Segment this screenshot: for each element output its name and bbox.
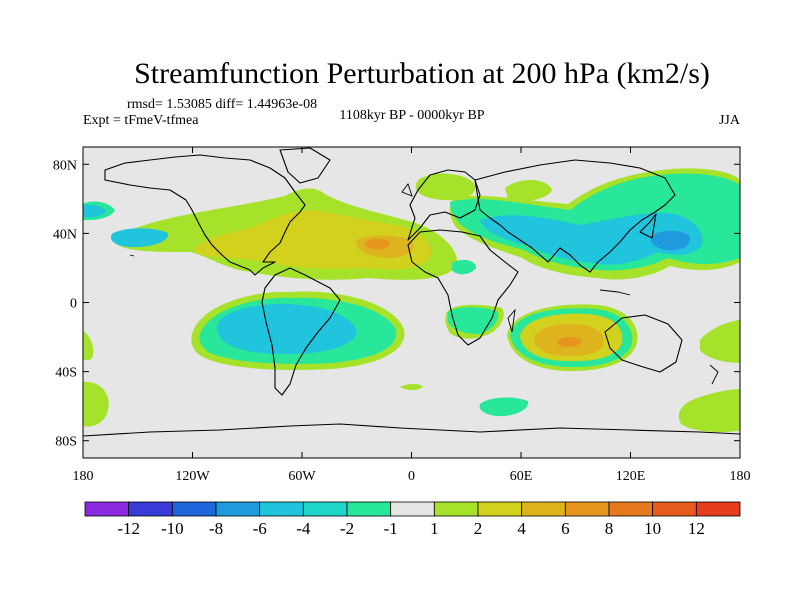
coastline-japan <box>639 213 657 239</box>
colorbar-swatch <box>259 501 304 517</box>
coastlines <box>83 147 740 437</box>
colorbar-swatch <box>128 501 173 517</box>
small-islands <box>129 183 719 385</box>
north-atlantic-green <box>452 259 476 275</box>
x-tick-label: 120E <box>616 469 646 484</box>
x-tick-label: 180 <box>73 469 94 484</box>
colorbar-swatch <box>346 501 392 517</box>
colorbar-label: 2 <box>474 519 483 538</box>
axis-ticks: 180 120W 60W 0 60E 120E 180 80N 40N 0 40S 80S <box>53 147 751 484</box>
period-label: 1108kyr BP - 0000kyr BP <box>339 108 484 123</box>
island-hawaii <box>129 254 135 257</box>
experiment-label: Expt = tFmeV-tfmea <box>83 113 199 128</box>
coastline-australia <box>604 314 683 373</box>
subantarctic-blob <box>400 384 423 390</box>
island-britain <box>401 183 413 197</box>
contour-level-6-to-8 <box>365 239 582 348</box>
north-america-cyan <box>83 204 106 218</box>
x-tick-label: 120W <box>175 469 210 484</box>
north-pacific-cyan <box>110 228 169 248</box>
colorbar-label: -8 <box>209 519 223 538</box>
map-panel <box>83 147 740 458</box>
europe-blob <box>415 173 476 201</box>
colorbar-swatch <box>171 501 217 517</box>
colorbar-swatch <box>695 501 741 517</box>
atlantic-dark-orange <box>365 239 390 250</box>
island-new-zealand <box>709 364 719 385</box>
colorbar-swatch <box>652 501 697 517</box>
colorbar-swatch <box>390 501 435 517</box>
chart-title: Streamfunction Perturbation at 200 hPa (… <box>134 57 710 90</box>
coastline-asia <box>474 159 676 273</box>
colorbar-swatch <box>477 501 523 517</box>
southwest-pacific-blob <box>83 381 109 427</box>
colorbar-label: -10 <box>161 519 184 538</box>
siberia-blob <box>505 179 552 201</box>
coastline-north-america <box>104 154 306 276</box>
colorbar-label: 1 <box>430 519 439 538</box>
x-tick-label: 0 <box>408 469 415 484</box>
y-tick-label: 0 <box>70 297 77 312</box>
west-pacific-small-blob <box>83 330 94 361</box>
western-pacific-blue <box>650 230 691 251</box>
colorbar-swatch <box>84 501 130 517</box>
colorbar-label: -12 <box>117 519 140 538</box>
colorbar-label: 10 <box>644 519 661 538</box>
y-tick-label: 80N <box>53 158 77 173</box>
y-tick-label: 40N <box>53 227 77 242</box>
coastline-greenland <box>279 147 331 184</box>
colorbar-swatch <box>608 501 654 517</box>
coastline-south-america <box>261 267 341 396</box>
colorbar-swatch <box>215 501 261 517</box>
south-america-cyan <box>217 304 357 355</box>
indian-dark-orange <box>557 337 582 348</box>
coastline-antarctica <box>83 423 740 437</box>
island-indonesia <box>599 289 631 296</box>
colorbar-swatch <box>521 501 566 517</box>
colorbar-swatch <box>564 501 610 517</box>
island-madagascar <box>507 308 516 333</box>
x-tick-label: 60E <box>510 469 533 484</box>
colorbar-label: 8 <box>605 519 614 538</box>
southeast-pacific-blob <box>678 389 740 433</box>
east-pacific-blob <box>700 319 740 363</box>
coastline-africa <box>407 229 519 346</box>
colorbar-label: -2 <box>340 519 354 538</box>
colorbar-label: -4 <box>296 519 311 538</box>
contour-level-minus-6-to-minus-4 <box>650 230 691 251</box>
y-tick-label: 80S <box>55 435 77 450</box>
colorbar-swatch <box>302 501 348 517</box>
colorbar-swatch <box>433 501 479 517</box>
colorbar-label: -1 <box>384 519 398 538</box>
atlantic-tropic-green <box>448 307 499 334</box>
colorbar-label: 6 <box>561 519 570 538</box>
colorbar-label: 4 <box>517 519 526 538</box>
colorbar: -12 -10 -8 -6 -4 -2 -1 1 2 4 6 8 10 12 <box>84 501 741 538</box>
season-label: JJA <box>719 113 741 128</box>
stats-label: rmsd= 1.53085 diff= 1.44963e-08 <box>127 97 317 112</box>
x-tick-label: 180 <box>730 469 751 484</box>
colorbar-label: 12 <box>688 519 705 538</box>
colorbar-label: -6 <box>253 519 267 538</box>
south-indian-green <box>479 397 529 417</box>
y-tick-label: 40S <box>55 366 77 381</box>
x-tick-label: 60W <box>288 469 316 484</box>
